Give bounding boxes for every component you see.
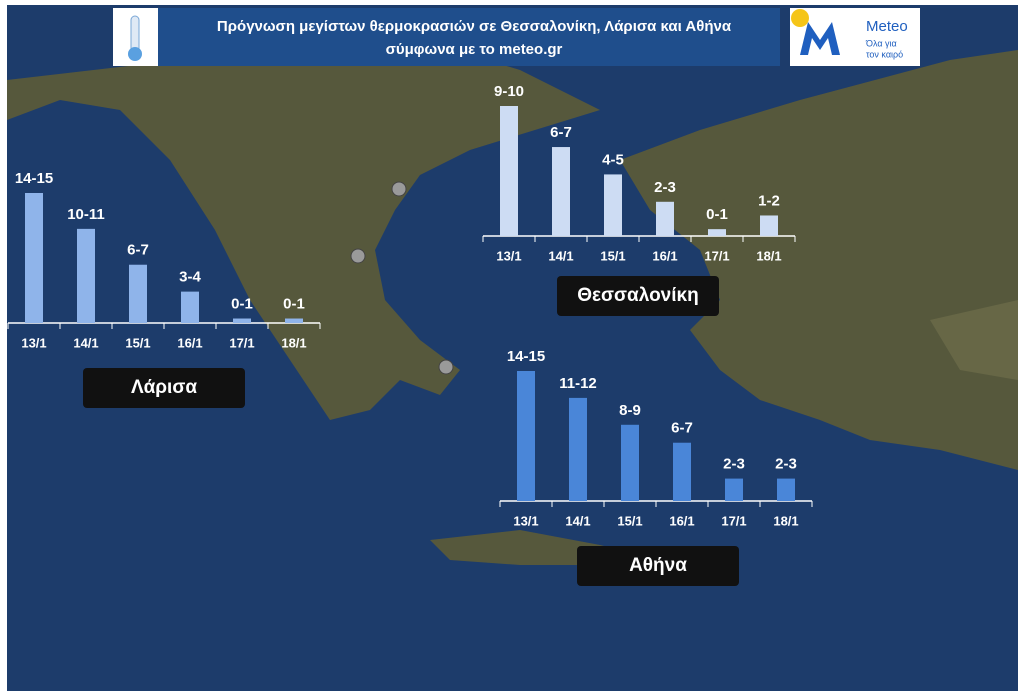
value-label: 6-7 [550, 124, 572, 141]
thermometer-icon [130, 15, 140, 53]
bar [181, 291, 199, 323]
x-tick-label: 16/1 [177, 335, 202, 350]
x-tick-label: 15/1 [600, 248, 625, 263]
header: Πρόγνωση μεγίστων θερμοκρασιών σε Θεσσαλ… [113, 8, 920, 66]
x-tick-label: 13/1 [513, 513, 538, 528]
x-tick-label: 15/1 [125, 335, 150, 350]
bar [77, 228, 95, 323]
value-label: 14-15 [507, 348, 545, 365]
x-tick-label: 16/1 [669, 513, 694, 528]
x-tick-label: 17/1 [229, 335, 254, 350]
bar [500, 106, 518, 236]
value-label: 8-9 [619, 402, 641, 419]
x-tick-label: 15/1 [617, 513, 642, 528]
city-name: Θεσσαλονίκη [577, 285, 698, 306]
bar [604, 174, 622, 236]
bar [129, 264, 147, 323]
value-label: 2-3 [775, 456, 797, 473]
bar [285, 318, 303, 323]
x-tick-label: 17/1 [704, 248, 729, 263]
city-marker [350, 248, 366, 264]
value-label: 10-11 [67, 206, 105, 223]
logo-text: Meteo [866, 18, 908, 35]
bar [673, 442, 691, 501]
value-label: 6-7 [127, 242, 149, 259]
city-marker [391, 181, 407, 197]
bar [777, 478, 795, 501]
x-tick-label: 14/1 [548, 248, 573, 263]
bar [552, 147, 570, 236]
city-name: Αθήνα [629, 555, 687, 576]
city-box [577, 546, 739, 586]
city-markers [350, 181, 454, 375]
city-name: Λάρισα [131, 377, 197, 398]
header-title: Πρόγνωση μεγίστων θερμοκρασιών σε Θεσσαλ… [217, 18, 732, 35]
x-tick-label: 18/1 [773, 513, 798, 528]
x-tick-label: 17/1 [721, 513, 746, 528]
city-box [83, 368, 245, 408]
value-label: 6-7 [671, 420, 693, 437]
x-tick-label: 13/1 [496, 248, 521, 263]
bar [621, 424, 639, 501]
city-marker [438, 359, 454, 375]
bar [569, 397, 587, 501]
city-box [557, 276, 719, 316]
title-banner [113, 8, 780, 66]
x-tick-label: 13/1 [21, 335, 46, 350]
x-tick-label: 14/1 [73, 335, 98, 350]
bar [233, 318, 251, 323]
value-label: 2-3 [723, 456, 745, 473]
value-label: 2-3 [654, 179, 676, 196]
value-label: 0-1 [283, 295, 305, 312]
logo-sun [791, 9, 809, 27]
bar [517, 371, 535, 501]
bar [760, 215, 778, 236]
value-label: 1-2 [758, 192, 780, 209]
thermometer-bulb [128, 47, 142, 61]
header-subtitle: σύμφωνα με το meteo.gr [386, 41, 563, 58]
x-tick-label: 18/1 [756, 248, 781, 263]
logo-slogan: τον καιρό [866, 49, 903, 59]
value-label: 0-1 [231, 295, 253, 312]
logo-slogan: Όλα για [865, 38, 897, 48]
value-label: 14-15 [15, 170, 53, 187]
bar [708, 229, 726, 236]
x-tick-label: 18/1 [281, 335, 306, 350]
value-label: 3-4 [179, 269, 201, 286]
logo-mark [800, 22, 840, 55]
land [7, 40, 1018, 565]
x-tick-label: 14/1 [565, 513, 590, 528]
bar [725, 478, 743, 501]
value-label: 4-5 [602, 151, 624, 168]
bar [656, 201, 674, 236]
value-label: 0-1 [706, 206, 728, 223]
bar [25, 193, 43, 323]
x-tick-label: 16/1 [652, 248, 677, 263]
value-label: 9-10 [494, 83, 524, 100]
value-label: 11-12 [559, 375, 597, 392]
